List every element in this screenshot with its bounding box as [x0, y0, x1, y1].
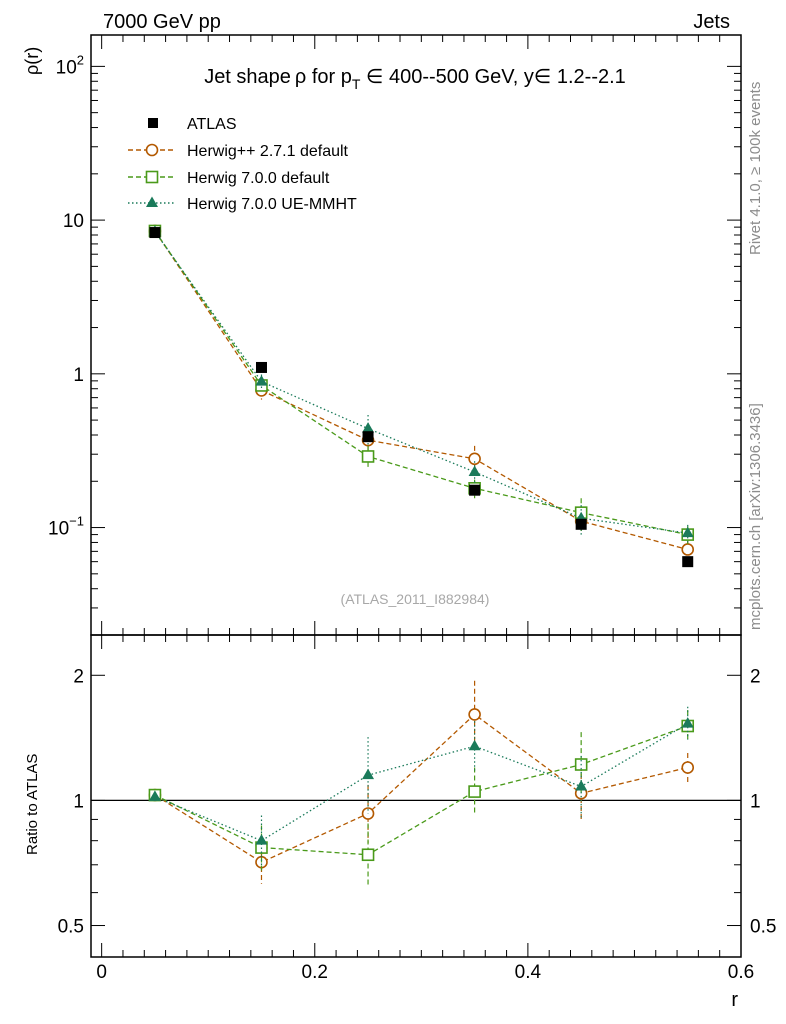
legend-marker-herwig700	[145, 170, 159, 184]
ratio-herwigpp-point	[681, 761, 695, 774]
ratio-y-tick-label-right: 1	[750, 791, 761, 812]
legend-label-atlas: ATLAS	[187, 116, 237, 133]
main-herwigpp-point	[468, 452, 481, 466]
main-atlas-point	[575, 518, 587, 530]
title-rho: ρ	[295, 66, 306, 88]
ratio-herwig700-line	[154, 725, 688, 856]
ratio-ue-point	[681, 717, 694, 728]
ratio-ue-point	[148, 790, 161, 801]
main-atlas-point	[255, 361, 267, 373]
main-ue-point	[362, 422, 375, 433]
main-herwigpp-line	[154, 230, 688, 551]
ratio-ue-line	[154, 723, 689, 842]
ratio-ue-point	[468, 739, 481, 751]
main-herwig700-point	[361, 450, 375, 463]
chart-title: Jet shape ρ for pT ∈ 400--500 GeV, y∈ 1.2…	[204, 66, 626, 92]
title-subscript: T	[352, 76, 361, 92]
header-right: Jets	[693, 11, 730, 33]
main-y-tick-label: 1	[73, 365, 84, 386]
rivet-label: Rivet 4.1.0, ≥ 100k events	[747, 82, 764, 255]
title-part-c: ∈ 400--500 GeV, y∈ 1.2--2.1	[360, 66, 625, 88]
main-atlas-point	[362, 431, 374, 443]
main-herwigpp-point	[681, 543, 695, 556]
main-ue-point	[468, 465, 481, 476]
ratio-herwigpp-point	[468, 708, 481, 721]
ratio-ue-point	[255, 834, 268, 845]
main-y-tick-label: 102	[56, 52, 84, 78]
legend-marker-ue	[146, 196, 158, 207]
ratio-herwigpp-line	[154, 713, 688, 863]
x-tick-label: 0.4	[515, 962, 542, 983]
ratio-herwig700-point	[468, 785, 481, 798]
x-tick-label: 0.2	[302, 962, 328, 983]
legend-label-ue: Herwig 7.0.0 UE-MMHT	[187, 196, 357, 213]
ratio-y-tick-label-right: 2	[750, 666, 761, 687]
title-part-a: Jet shape	[204, 66, 291, 88]
ratio-herwig700-point	[361, 848, 375, 862]
x-axis-label: r	[731, 989, 738, 1011]
ratio-y-tick-label-left: 1	[73, 791, 84, 812]
legend-marker-atlas	[148, 118, 158, 128]
x-tick-label: 0.6	[728, 962, 754, 983]
header-left: 7000 GeV pp	[103, 11, 221, 33]
main-atlas-point	[682, 556, 694, 568]
ratio-y-axis-label: Ratio to ATLAS	[24, 754, 41, 855]
legend: ATLAS Herwig++ 2.7.1 default Herwig 7.0.…	[128, 116, 357, 213]
legend-label-herwig700: Herwig 7.0.0 default	[187, 170, 330, 187]
main-ue-point	[681, 526, 694, 538]
x-tick-label: 0	[96, 962, 107, 983]
main-y-tick-label: 10	[63, 211, 84, 232]
legend-marker-herwigpp	[145, 143, 159, 157]
ratio-y-tick-label-right: 0.5	[750, 917, 776, 938]
legend-label-herwigpp: Herwig++ 2.7.1 default	[187, 143, 349, 160]
main-y-axis-label: ρ(r)	[22, 47, 42, 75]
main-ue-point	[255, 375, 268, 386]
ratio-ue-point	[575, 780, 588, 791]
ratio-y-tick-label-left: 0.5	[58, 917, 84, 938]
analysis-watermark: (ATLAS_2011_I882984)	[341, 591, 490, 607]
main-herwig700-line	[154, 230, 688, 536]
ratio-ue-point	[362, 768, 375, 780]
main-y-tick-label: 10−1	[48, 514, 84, 540]
title-part-b: for p	[306, 66, 352, 88]
main-ue-line	[154, 231, 688, 534]
main-atlas-point	[469, 484, 481, 496]
mcplots-label: mcplots.cern.ch [arXiv:1306.3436]	[747, 403, 764, 630]
ratio-y-tick-label-left: 2	[73, 666, 84, 687]
ratio-plot-frame	[90, 634, 742, 958]
main-atlas-point	[149, 227, 161, 239]
